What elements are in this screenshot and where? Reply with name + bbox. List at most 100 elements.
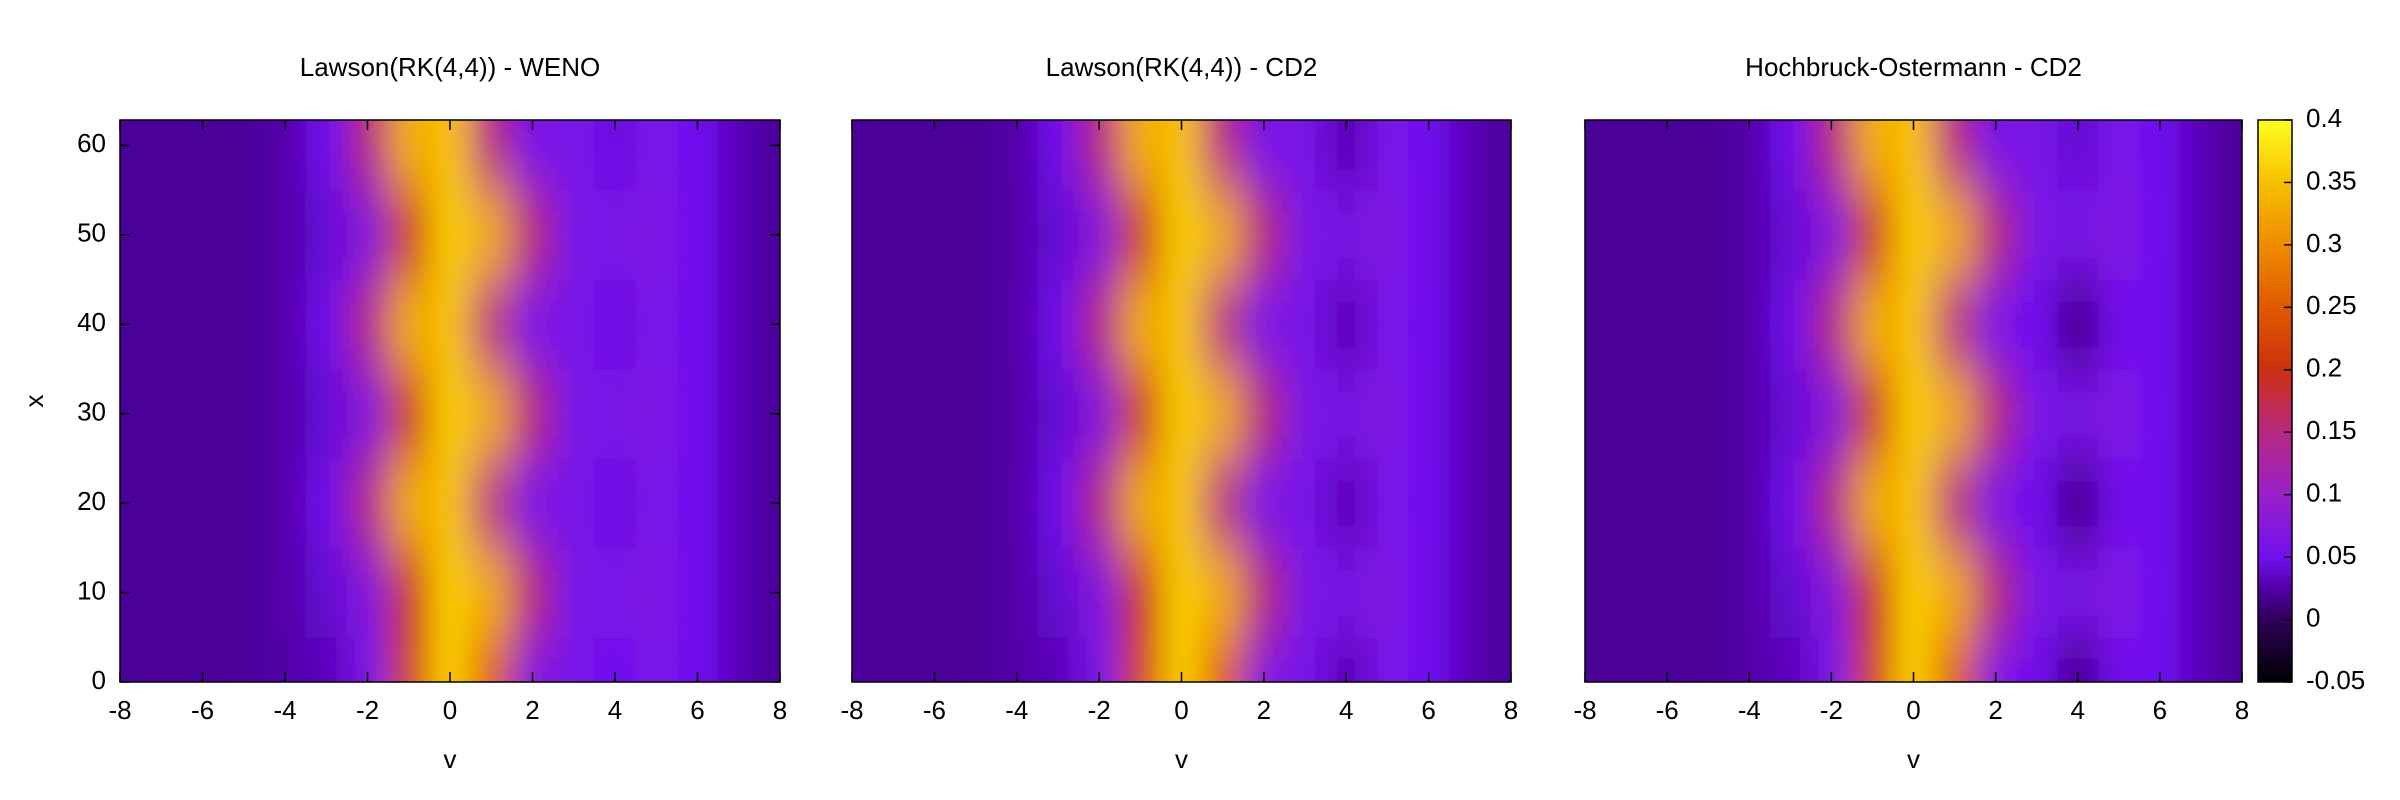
heatmap-cell (1892, 368, 1935, 459)
x-tick-label: -6 (1656, 695, 1679, 725)
heatmap-cell (759, 368, 780, 459)
heatmap-cell (1119, 458, 1162, 549)
heatmap-cell (264, 458, 307, 549)
heatmap-cell (1490, 368, 1511, 459)
heatmap-cell (2057, 279, 2099, 370)
heatmap-cell (1585, 190, 1607, 280)
heatmap-cell (1408, 458, 1450, 549)
heatmap-cell (264, 120, 307, 191)
heatmap-cell (1325, 190, 1368, 280)
heatmap-cell (470, 458, 513, 549)
heatmap (120, 120, 780, 682)
panel-title: Hochbruck-Ostermann - CD2 (1745, 52, 2082, 82)
heatmap-cell (872, 279, 915, 370)
heatmap-cell (1449, 637, 1491, 682)
x-tick-label: -4 (273, 695, 296, 725)
heatmap-cell (140, 637, 183, 682)
heatmap-cell (718, 120, 760, 191)
heatmap-cell (140, 279, 183, 370)
heatmap-cell (1687, 368, 1730, 459)
panel-title: Lawson(RK(4,4)) - WENO (300, 52, 601, 82)
heatmap-cell (388, 190, 430, 280)
colorbar (2257, 119, 2293, 683)
heatmap-cell (996, 547, 1038, 638)
heatmap-cell (718, 368, 760, 459)
heatmap-cell (2180, 637, 2222, 682)
heatmap-cell (1037, 637, 1080, 682)
heatmap-cell (305, 368, 348, 459)
heatmap-cell (1975, 547, 2017, 638)
y-tick-label: 0 (92, 665, 106, 695)
heatmap-cell (872, 120, 915, 191)
heatmap-cell (2180, 458, 2222, 549)
heatmap-cell (872, 368, 915, 459)
heatmap-cell (2139, 368, 2181, 459)
heatmap-cell (2180, 368, 2222, 459)
heatmap-cell (954, 279, 997, 370)
heatmap-cell (1687, 547, 1730, 638)
heatmap-cell (996, 120, 1038, 191)
heatmap-cell (511, 368, 554, 459)
heatmap-cell (470, 190, 513, 280)
heatmap-cell (388, 279, 430, 370)
heatmap-cell (1605, 120, 1648, 191)
x-tick-label: -2 (1820, 695, 1843, 725)
heatmap-cell (264, 190, 307, 280)
heatmap-cell (759, 458, 780, 549)
heatmap-cell (635, 190, 678, 280)
heatmap-cell (1490, 190, 1511, 280)
heatmap-cell (1585, 120, 1607, 191)
heatmap-cell (2057, 190, 2099, 280)
heatmap-cell (2057, 368, 2099, 459)
heatmap-cell (1449, 279, 1491, 370)
heatmap-cell (1078, 368, 1121, 459)
heatmap-cell (1728, 279, 1771, 370)
heatmap-cell (635, 368, 678, 459)
heatmap-cell (1160, 190, 1203, 280)
heatmap-cell (2221, 637, 2242, 682)
heatmap-cell (1769, 120, 1812, 191)
heatmap-cell (1851, 279, 1894, 370)
heatmap-cell (594, 368, 637, 459)
heatmap-cell (120, 190, 142, 280)
heatmap-cell (1769, 458, 1812, 549)
heatmap-cell (511, 547, 554, 638)
heatmap-cell (1687, 279, 1730, 370)
heatmap-cell (1810, 458, 1853, 549)
heatmap-cell (140, 190, 183, 280)
heatmap-cell (305, 637, 348, 682)
x-tick-label: 2 (1257, 695, 1271, 725)
heatmap-cell (1119, 547, 1162, 638)
heatmap-cell (1490, 458, 1511, 549)
heatmap-cell (852, 120, 874, 191)
heatmap-cell (913, 190, 956, 280)
heatmap-cell (223, 458, 265, 549)
heatmap-cell (2098, 637, 2140, 682)
y-tick-label: 50 (77, 218, 106, 248)
heatmap-cell (429, 120, 472, 191)
heatmap-cell (1160, 458, 1203, 549)
heatmap-cell (2180, 279, 2222, 370)
heatmap-cell (1243, 547, 1285, 638)
heatmap-cell (1037, 190, 1080, 280)
heatmap-cell (553, 279, 595, 370)
heatmap-cell (1449, 547, 1491, 638)
heatmap-cell (1408, 368, 1450, 459)
heatmap-cell (181, 368, 224, 459)
heatmap-cell (1646, 547, 1689, 638)
heatmap-cell (1037, 279, 1080, 370)
x-tick-label: 8 (1504, 695, 1518, 725)
heatmap-cell (120, 368, 142, 459)
heatmap (1585, 120, 2242, 682)
colorbar-tick-label: 0.1 (2306, 478, 2342, 508)
heatmap-cell (305, 120, 348, 191)
heatmap-cell (852, 190, 874, 280)
x-tick-label: 0 (443, 695, 457, 725)
heatmap-cell (1975, 120, 2017, 191)
heatmap-cell (1202, 120, 1244, 191)
heatmap-cell (2221, 120, 2242, 191)
colorbar-tick-label: 0.4 (2306, 103, 2342, 133)
heatmap-cell (913, 120, 956, 191)
heatmap-cell (1934, 637, 1976, 682)
heatmap-cell (2098, 279, 2140, 370)
